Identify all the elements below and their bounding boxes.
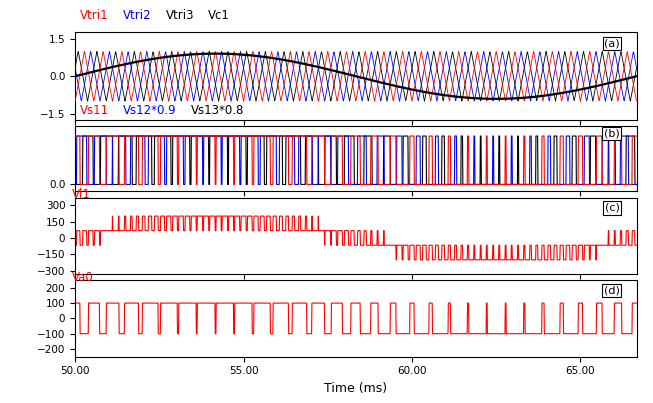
Text: (b): (b) [604,128,620,138]
Legend: Vs11, Vs12*0.9, Vs13*0.8: Vs11, Vs12*0.9, Vs13*0.8 [75,100,249,122]
Legend: Vtri1, Vtri2, Vtri3, Vc1: Vtri1, Vtri2, Vtri3, Vc1 [75,5,235,27]
Text: (a): (a) [604,38,620,48]
X-axis label: Time (ms): Time (ms) [325,382,387,395]
Text: (d): (d) [604,285,620,295]
Text: (c): (c) [605,203,620,213]
Text: Va0: Va0 [72,271,94,284]
Text: Vl1: Vl1 [72,188,91,202]
